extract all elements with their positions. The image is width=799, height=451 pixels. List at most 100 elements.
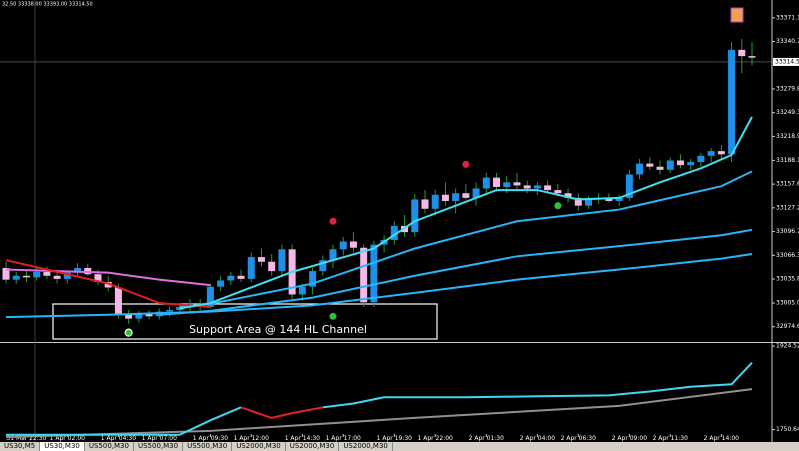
tab[interactable]: US2000,M30 bbox=[232, 442, 286, 451]
candle-body bbox=[513, 182, 521, 186]
candle-body bbox=[309, 271, 317, 287]
x-tick-label: 2 Apr 14:00 bbox=[704, 435, 739, 442]
candle-body bbox=[268, 261, 276, 272]
candle-body bbox=[697, 155, 705, 163]
y-tick-label: 33249.35 bbox=[776, 109, 799, 116]
candle-body bbox=[349, 241, 357, 248]
candle-body bbox=[298, 286, 306, 295]
candle-body bbox=[125, 314, 133, 319]
candle-body bbox=[646, 163, 654, 167]
candle-body bbox=[544, 185, 552, 191]
x-tick-label: 1 Apr 12:00 bbox=[234, 435, 269, 442]
y-tick-label: 33279.80 bbox=[776, 85, 799, 92]
y-tick-label: 33371.15 bbox=[776, 14, 799, 21]
line bbox=[179, 170, 753, 308]
candle-body bbox=[135, 313, 143, 319]
candle-body bbox=[33, 271, 41, 278]
line bbox=[5, 388, 753, 439]
y-tick-label: 33218.9 bbox=[776, 133, 799, 140]
current-price-box bbox=[773, 57, 799, 66]
line bbox=[5, 259, 211, 308]
signal-dot bbox=[329, 312, 337, 320]
line bbox=[322, 362, 753, 409]
line bbox=[240, 406, 323, 419]
candle-body bbox=[217, 280, 225, 287]
y-tick-label: 33188.10 bbox=[776, 157, 799, 164]
tab[interactable]: US2000,M30 bbox=[339, 442, 393, 451]
candle-body bbox=[2, 267, 10, 280]
y-tick-label: 33035.85 bbox=[776, 276, 799, 283]
y-tick-label: 1924.5235 bbox=[776, 343, 799, 350]
candle-body bbox=[636, 163, 644, 175]
tab[interactable]: US500,M30 bbox=[183, 442, 233, 451]
candle-body bbox=[145, 313, 153, 317]
tab[interactable]: US500,M30 bbox=[134, 442, 184, 451]
x-tick-label: 2 Apr 01:30 bbox=[469, 435, 504, 442]
candle-body bbox=[615, 197, 623, 201]
header: 32.50 33338.00 33393.00 33314.50 bbox=[2, 2, 93, 8]
candle-body bbox=[728, 49, 736, 155]
x-tick-label: 1 Apr 19:30 bbox=[377, 435, 412, 442]
x-tick-label: 31 Mar 22:30 bbox=[6, 435, 46, 442]
candle-body bbox=[533, 185, 541, 189]
line bbox=[5, 268, 211, 287]
y-tick-label: 1750.6446 bbox=[776, 426, 799, 433]
candle-body bbox=[707, 151, 715, 156]
y-tick-label: 33340.70 bbox=[776, 38, 799, 45]
line bbox=[6, 406, 242, 436]
candle-body bbox=[411, 199, 419, 233]
x-tick-label: 1 Apr 14:30 bbox=[285, 435, 320, 442]
signal-dot bbox=[554, 202, 562, 210]
candle-body bbox=[625, 174, 633, 198]
x-tick-label: 1 Apr 02:00 bbox=[50, 435, 85, 442]
x-tick-label: 1 Apr 04:30 bbox=[101, 435, 136, 442]
candle-body bbox=[360, 247, 368, 303]
candle-body bbox=[717, 151, 725, 155]
candle-body bbox=[554, 190, 562, 194]
candle-body bbox=[472, 188, 480, 198]
y-tick-label: 33005.00 bbox=[776, 300, 799, 307]
candle-body bbox=[227, 275, 235, 281]
candle-body bbox=[676, 160, 684, 166]
x-tick-label: 1 Apr 17:00 bbox=[326, 435, 361, 442]
candle-body bbox=[339, 241, 347, 250]
alert-icon bbox=[730, 7, 744, 23]
current-price-label: 33314.50 bbox=[775, 58, 799, 65]
y-tick-label: 33066.3 bbox=[776, 252, 799, 259]
candle-body bbox=[390, 225, 398, 240]
candle-body bbox=[370, 244, 378, 303]
candle-body bbox=[329, 249, 337, 261]
tab[interactable]: US2000,M30 bbox=[286, 442, 340, 451]
candle-body bbox=[605, 197, 613, 201]
candle-body bbox=[482, 177, 490, 189]
candle-body bbox=[452, 193, 460, 201]
x-tick-label: 2 Apr 11:30 bbox=[653, 435, 688, 442]
candle-body bbox=[237, 275, 245, 279]
candle-body bbox=[748, 56, 756, 58]
candle-body bbox=[104, 282, 112, 288]
candle-body bbox=[666, 160, 674, 170]
y-tick-label: 33127.2 bbox=[776, 204, 799, 211]
candle-body bbox=[523, 185, 531, 189]
candle-body bbox=[574, 197, 582, 206]
candle-body bbox=[247, 257, 255, 279]
y-tick-label: 32974.60 bbox=[776, 323, 799, 330]
tab[interactable]: US30,M30 bbox=[40, 442, 85, 451]
candle-body bbox=[12, 275, 20, 280]
candle-body bbox=[94, 274, 102, 283]
candle-body bbox=[63, 272, 71, 279]
candle-body bbox=[584, 199, 592, 206]
tab[interactable]: US30,M5 bbox=[0, 442, 41, 451]
candle-body bbox=[738, 49, 746, 57]
x-tick-label: 2 Apr 09:00 bbox=[612, 435, 647, 442]
y-tick-label: 33157.65 bbox=[776, 181, 799, 188]
candle-body bbox=[166, 310, 174, 312]
signal-dot bbox=[329, 217, 337, 225]
line bbox=[159, 228, 753, 316]
support-box bbox=[52, 303, 438, 340]
tab[interactable]: US500,M30 bbox=[85, 442, 134, 451]
candle-body bbox=[656, 166, 664, 170]
signal-dot bbox=[124, 328, 133, 337]
